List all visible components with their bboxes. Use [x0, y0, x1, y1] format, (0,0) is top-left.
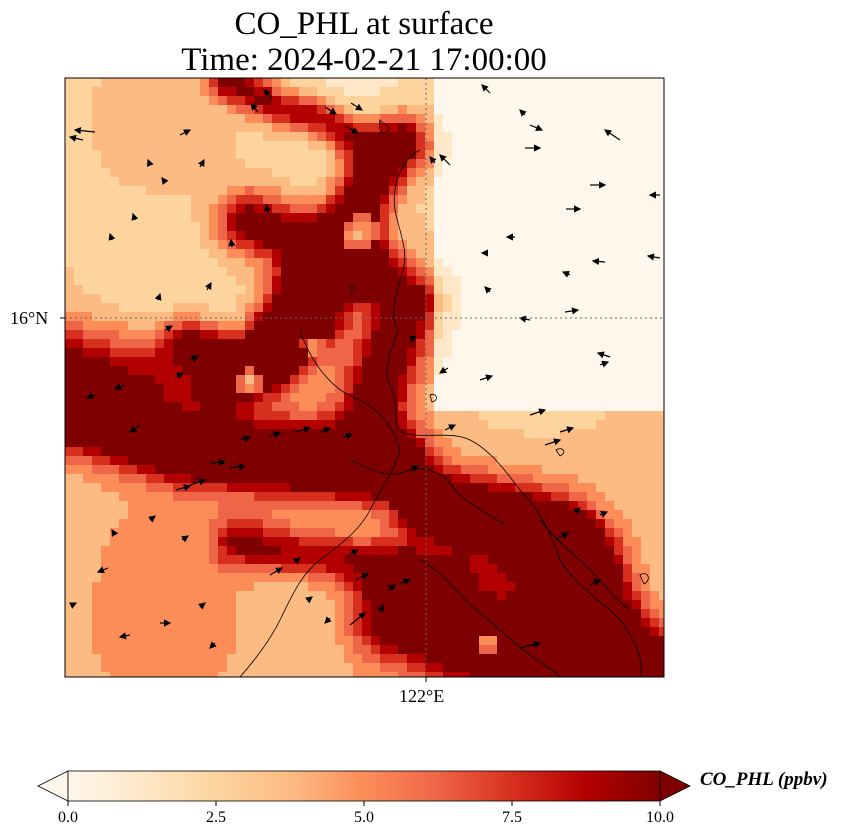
colorbar-tick-label: 5.0: [354, 809, 374, 826]
colorbar-extend-min: [37, 770, 69, 802]
co-concentration-field: [65, 78, 664, 677]
colorbar-tick-label: 2.5: [206, 809, 226, 826]
colorbar-tick-label: 7.5: [502, 809, 522, 826]
concentration-map: [60, 77, 665, 682]
lon-tick-label: 122°E: [399, 686, 445, 706]
lat-tick-label: 16°N: [10, 308, 49, 328]
colorbar-tick-label: 10.0: [646, 809, 674, 826]
colorbar-tick-label: 0.0: [58, 809, 78, 826]
map-title-line2: Time: 2024-02-21 17:00:00: [181, 42, 547, 78]
colorbar-label: CO_PHL (ppbv): [700, 769, 828, 790]
map-title-line1: CO_PHL at surface: [234, 6, 494, 42]
map-frame: [64, 77, 665, 678]
colorbar-gradient: [67, 770, 661, 802]
wind-vectors: [68, 84, 661, 649]
coastlines: [239, 118, 649, 677]
colorbar-extend-max: [659, 770, 691, 802]
